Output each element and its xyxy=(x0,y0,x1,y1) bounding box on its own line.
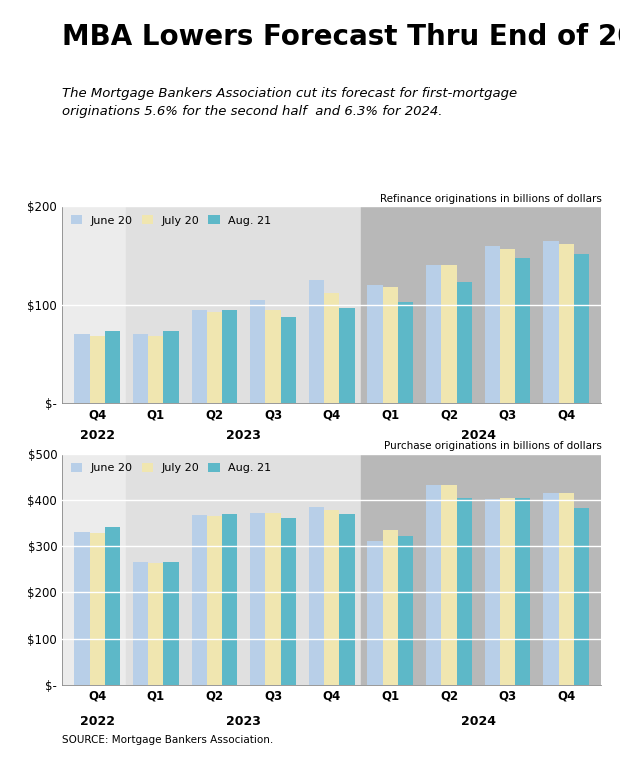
Bar xyxy=(574,254,589,403)
Bar xyxy=(105,331,120,403)
Bar xyxy=(164,563,179,685)
Text: 2023: 2023 xyxy=(226,715,261,728)
Bar xyxy=(543,241,559,403)
Bar xyxy=(456,283,472,403)
Bar xyxy=(339,308,355,403)
Text: 2024: 2024 xyxy=(461,715,496,728)
Bar xyxy=(309,280,324,403)
Bar xyxy=(281,317,296,403)
Bar xyxy=(133,563,148,685)
Text: 2024: 2024 xyxy=(461,429,496,442)
Bar xyxy=(574,509,589,685)
Text: The Mortgage Bankers Association cut its forecast for first-mortgage
origination: The Mortgage Bankers Association cut its… xyxy=(62,87,517,118)
Bar xyxy=(105,527,120,685)
Bar xyxy=(89,533,105,685)
Bar xyxy=(133,334,148,403)
Bar xyxy=(500,498,515,685)
Bar xyxy=(62,454,126,685)
Bar xyxy=(426,485,441,685)
Text: 2022: 2022 xyxy=(80,715,115,728)
Bar xyxy=(207,516,222,685)
Bar xyxy=(441,265,456,403)
Bar xyxy=(361,207,601,403)
Bar xyxy=(361,454,601,685)
Text: Purchase originations in billions of dollars: Purchase originations in billions of dol… xyxy=(384,441,601,451)
Bar xyxy=(222,310,237,403)
Bar xyxy=(89,337,105,403)
Bar xyxy=(62,207,126,403)
Bar xyxy=(398,536,413,685)
Bar xyxy=(426,265,441,403)
Bar xyxy=(398,302,413,403)
Bar xyxy=(368,285,383,403)
Bar xyxy=(383,530,398,685)
Bar xyxy=(368,541,383,685)
Bar xyxy=(250,513,265,685)
Bar xyxy=(500,248,515,403)
Bar xyxy=(281,519,296,685)
Bar xyxy=(164,331,179,403)
Text: MBA Lowers Forecast Thru End of 2024: MBA Lowers Forecast Thru End of 2024 xyxy=(62,23,620,51)
Bar xyxy=(383,287,398,403)
Bar xyxy=(456,498,472,685)
Bar xyxy=(485,499,500,685)
Bar xyxy=(192,310,207,403)
Bar xyxy=(148,563,164,685)
Bar xyxy=(559,493,574,685)
Legend: June 20, July 20, Aug. 21: June 20, July 20, Aug. 21 xyxy=(68,459,275,477)
Bar xyxy=(324,293,339,403)
Bar xyxy=(515,498,531,685)
Text: Refinance originations in billions of dollars: Refinance originations in billions of do… xyxy=(379,194,601,204)
Bar xyxy=(485,246,500,403)
Legend: June 20, July 20, Aug. 21: June 20, July 20, Aug. 21 xyxy=(68,212,275,229)
Bar xyxy=(265,310,281,403)
Text: SOURCE: Mortgage Bankers Association.: SOURCE: Mortgage Bankers Association. xyxy=(62,735,273,745)
Bar xyxy=(339,514,355,685)
Bar xyxy=(543,493,559,685)
Bar xyxy=(309,507,324,685)
Bar xyxy=(515,258,531,403)
Bar xyxy=(222,514,237,685)
Bar xyxy=(324,510,339,685)
Bar xyxy=(126,454,361,685)
Bar xyxy=(207,312,222,403)
Bar xyxy=(74,533,89,685)
Bar xyxy=(148,337,164,403)
Bar xyxy=(74,334,89,403)
Bar xyxy=(126,207,361,403)
Text: 2022: 2022 xyxy=(80,429,115,442)
Bar xyxy=(441,485,456,685)
Text: 2023: 2023 xyxy=(226,429,261,442)
Bar xyxy=(250,300,265,403)
Bar xyxy=(559,244,574,403)
Bar xyxy=(265,513,281,685)
Bar xyxy=(192,515,207,685)
